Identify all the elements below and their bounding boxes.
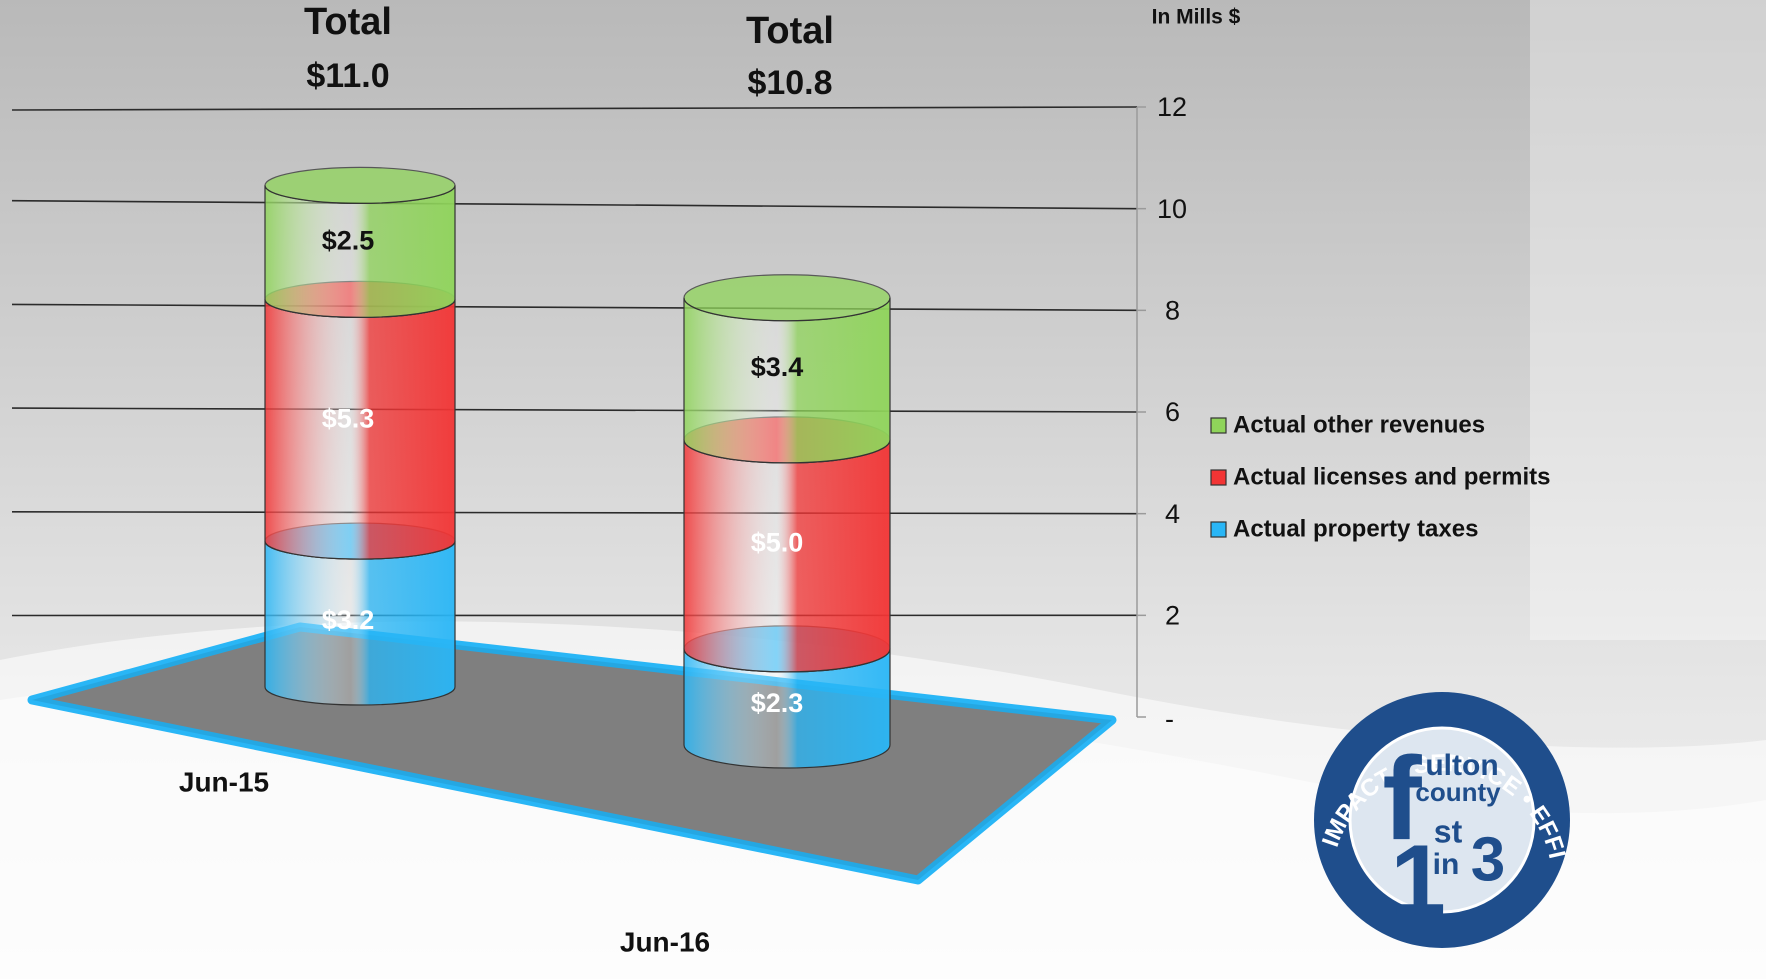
- logo-line: st: [1434, 813, 1463, 849]
- unit-label: In Mills $: [1152, 6, 1241, 29]
- tick-label: 6: [1165, 397, 1180, 427]
- value-axis: - 2 4 6 8 10 12 In Mills $: [1136, 6, 1241, 734]
- total-heading: Total: [304, 1, 392, 43]
- data-label: $2.5: [322, 226, 375, 256]
- tick-label: 4: [1165, 499, 1180, 529]
- legend-label: Actual licenses and permits: [1233, 463, 1550, 490]
- gridline: [11, 199, 1138, 210]
- logo-line: ulton: [1425, 749, 1498, 782]
- labels: $3.2 $5.3 $2.5 $2.3 $5.0 $3.4 Jun-15 Jun-16 Tota…: [179, 1, 834, 957]
- bars: [264, 166, 891, 769]
- tick-label: 12: [1157, 92, 1187, 122]
- data-label: $3.4: [751, 352, 804, 382]
- background-panel: [1530, 0, 1766, 640]
- gridlines: [11, 106, 1138, 617]
- data-label: $2.3: [751, 688, 804, 718]
- legend-label: Actual other revenues: [1233, 411, 1485, 438]
- tick-label: 8: [1165, 295, 1180, 325]
- category-label: Jun-16: [620, 926, 710, 957]
- bar-column: [683, 274, 891, 769]
- logo-big-number: 1: [1390, 824, 1446, 936]
- gridline: [11, 106, 1138, 111]
- tick-label: 2: [1165, 600, 1180, 630]
- total-heading: Total: [746, 10, 834, 52]
- tick-label: -: [1165, 704, 1174, 734]
- logo-inner: [1348, 726, 1536, 914]
- logo-line: in: [1433, 848, 1460, 881]
- category-label: Jun-15: [179, 766, 269, 797]
- bar-column: [264, 166, 456, 706]
- legend-label: Actual property taxes: [1233, 515, 1478, 542]
- data-label: $5.0: [751, 527, 804, 557]
- bar-segment-top: [683, 274, 891, 322]
- tick-label: 10: [1157, 194, 1187, 224]
- legend-swatch: [1210, 469, 1227, 486]
- gridline: [11, 303, 1138, 312]
- gridline: [11, 407, 1138, 413]
- logo-line: county: [1415, 777, 1501, 807]
- gridline: [11, 510, 1138, 515]
- data-label: $3.2: [322, 605, 375, 635]
- bar-segment-top: [264, 166, 456, 204]
- logo-small-number: 3: [1471, 825, 1505, 894]
- legend-swatch: [1210, 521, 1227, 538]
- logo-big-letter: f: [1382, 733, 1422, 865]
- legend: Actual other revenues Actual licenses and…: [1210, 411, 1550, 542]
- total-value: $10.8: [747, 64, 832, 102]
- data-label: $5.3: [322, 403, 375, 433]
- total-value: $11.0: [306, 57, 389, 95]
- legend-swatch: [1210, 417, 1227, 434]
